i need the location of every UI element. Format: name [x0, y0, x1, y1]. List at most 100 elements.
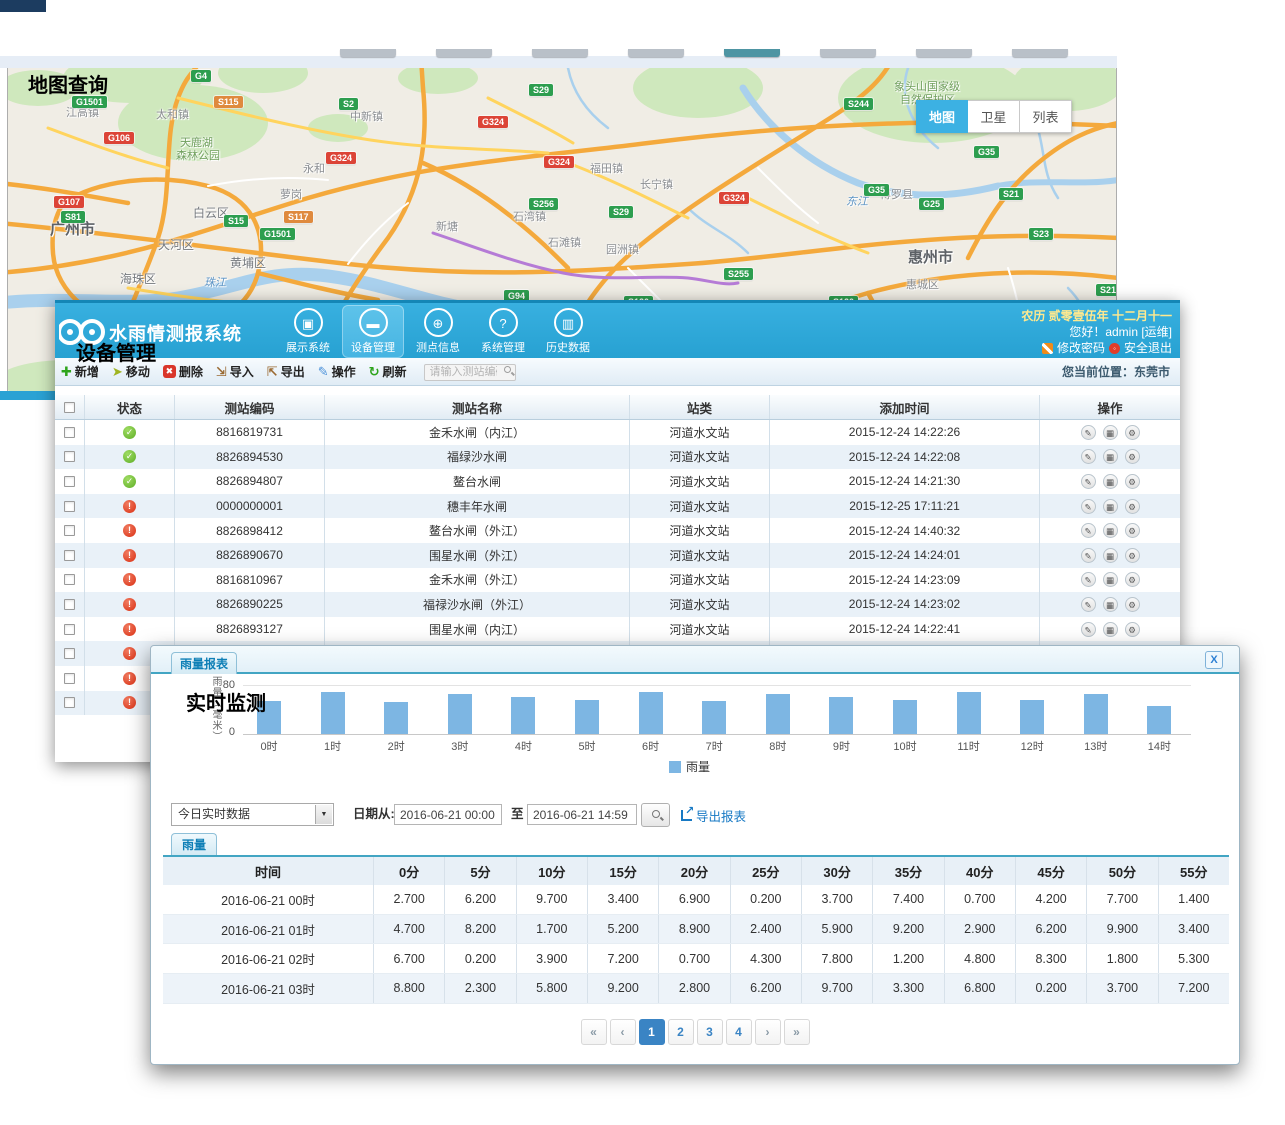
station-type-cell: 河道水文站	[630, 518, 770, 543]
status-error-icon: !	[123, 671, 136, 685]
station-search-input[interactable]	[423, 363, 516, 381]
device-toolbar: ✚新增 ➤移动 ✖删除 ⇲导入 ⇱导出 ✎操作 ↻刷新 您当前位置：东莞市	[55, 358, 1180, 386]
gridline-80	[243, 685, 1191, 686]
settings-icon[interactable]: ⚙	[1124, 473, 1140, 489]
edit-icon[interactable]: ✎	[1080, 621, 1096, 637]
row-checkbox[interactable]	[64, 598, 75, 610]
browser-tab[interactable]	[1012, 49, 1068, 57]
pagination-item[interactable]: ›	[754, 1019, 781, 1045]
edit-icon[interactable]: ✎	[1080, 424, 1096, 440]
pagination-item[interactable]: »	[783, 1019, 810, 1045]
export-report-link[interactable]: 导出报表	[681, 803, 746, 827]
settings-icon[interactable]: ⚙	[1124, 424, 1140, 440]
row-checkbox[interactable]	[64, 574, 75, 586]
row-checkbox[interactable]	[64, 426, 75, 438]
map-view-button-1[interactable]: 卫星	[968, 100, 1020, 133]
settings-icon[interactable]: ⚙	[1124, 498, 1140, 514]
edit-icon[interactable]: ✎	[1080, 473, 1096, 489]
nav-item-monitor[interactable]: ▣ 展示系统	[277, 305, 339, 358]
nav-item-help[interactable]: ? 系统管理	[472, 305, 534, 358]
status-error-icon: !	[123, 597, 136, 611]
row-checkbox[interactable]	[64, 500, 75, 512]
date-from-input[interactable]	[394, 804, 502, 825]
settings-icon[interactable]: ⚙	[1124, 572, 1140, 588]
toolbar-exp-button[interactable]: ⇱ 导出	[267, 363, 305, 380]
settings-icon[interactable]: ⚙	[1124, 449, 1140, 465]
delete-icon[interactable]: ▦	[1102, 498, 1118, 514]
edit-icon[interactable]: ✎	[1080, 523, 1096, 539]
delete-icon[interactable]: ▦	[1102, 547, 1118, 563]
edit-icon[interactable]: ✎	[1080, 572, 1096, 588]
browser-tab[interactable]	[820, 49, 876, 57]
close-icon[interactable]: X	[1205, 651, 1223, 669]
status-cell: ✓	[85, 420, 175, 445]
pagination-item[interactable]: «	[580, 1019, 607, 1045]
edit-icon[interactable]: ✎	[1080, 596, 1096, 612]
edit-icon[interactable]: ✎	[1080, 498, 1096, 514]
row-checkbox[interactable]	[64, 623, 75, 635]
browser-tab[interactable]	[436, 49, 492, 57]
nav-item-device[interactable]: ▬ 设备管理	[342, 305, 404, 358]
pagination-item[interactable]: 2	[667, 1019, 694, 1045]
row-checkbox[interactable]	[64, 475, 75, 487]
tab-rain[interactable]: 雨量	[171, 833, 217, 855]
rain-time-cell: 2016-06-21 03时	[221, 982, 315, 997]
data-mode-select[interactable]: 今日实时数据 ▼	[171, 803, 334, 826]
delete-icon[interactable]: ▦	[1102, 449, 1118, 465]
row-checkbox[interactable]	[64, 648, 75, 660]
ops-cell: ✎ ▦ ⚙	[1040, 617, 1180, 642]
browser-tab[interactable]	[724, 49, 780, 57]
nav-item-history[interactable]: ▥ 历史数据	[537, 305, 599, 358]
settings-icon[interactable]: ⚙	[1124, 523, 1140, 539]
edit-icon[interactable]: ✎	[1080, 547, 1096, 563]
map-label: 石湾镇	[513, 211, 546, 223]
change-password-link[interactable]: 修改密码	[1056, 341, 1105, 355]
pagination-item[interactable]: ‹	[609, 1019, 636, 1045]
select-all-checkbox[interactable]	[64, 401, 75, 413]
browser-tab[interactable]	[916, 49, 972, 57]
station-type-cell: 河道水文站	[630, 444, 770, 470]
delete-icon[interactable]: ▦	[1102, 523, 1118, 539]
checkbox-cell	[55, 542, 85, 568]
date-to-input[interactable]	[527, 804, 637, 825]
delete-icon[interactable]: ▦	[1102, 572, 1118, 588]
browser-tab[interactable]	[340, 49, 396, 57]
toolbar-add-button[interactable]: ✚ 新增	[61, 363, 99, 380]
rain-value-cell: 8.800	[373, 974, 444, 1003]
toolbar-move-button[interactable]: ➤ 移动	[112, 363, 150, 380]
delete-icon[interactable]: ▦	[1102, 596, 1118, 612]
settings-icon[interactable]: ⚙	[1124, 621, 1140, 637]
delete-icon[interactable]: ▦	[1102, 621, 1118, 637]
edit-icon[interactable]: ✎	[1080, 449, 1096, 465]
map-view-button-0[interactable]: 地图	[916, 100, 968, 133]
row-checkbox[interactable]	[64, 525, 75, 537]
map-view-button-2[interactable]: 列表	[1020, 100, 1072, 133]
search-button[interactable]	[641, 803, 670, 827]
row-checkbox[interactable]	[64, 672, 75, 684]
row-checkbox[interactable]	[64, 697, 75, 709]
browser-tab[interactable]	[532, 49, 588, 57]
row-checkbox[interactable]	[64, 451, 75, 463]
toolbar-del-button[interactable]: ✖ 删除	[162, 363, 203, 380]
delete-icon[interactable]: ▦	[1102, 424, 1118, 440]
browser-tab[interactable]	[628, 49, 684, 57]
pagination-item[interactable]: 4	[725, 1019, 752, 1045]
lunar-date: 农历 贰零壹伍年 十二月十一	[1021, 309, 1172, 323]
toolbar-op-button[interactable]: ✎ 操作	[318, 363, 356, 380]
tab-rain-report[interactable]: 雨量报表	[171, 652, 237, 674]
rain-value-cell: 0.200	[444, 944, 515, 974]
nav-item-target[interactable]: ⊕ 测点信息	[407, 305, 469, 358]
logout-link[interactable]: 安全退出	[1123, 341, 1172, 355]
row-checkbox[interactable]	[64, 549, 75, 561]
pagination-item[interactable]: 1	[638, 1019, 665, 1045]
delete-icon[interactable]: ▦	[1102, 473, 1118, 489]
table-row: ✓ 8826894807 鳌台水闸 河道水文站 2015-12-24 14:21:30 ✎…	[55, 469, 1180, 494]
header-user-area: 农历 贰零壹伍年 十二月十一 您好！admin [运维] 修改密码 ◦ 安全退出	[1021, 308, 1172, 356]
settings-icon[interactable]: ⚙	[1124, 547, 1140, 563]
chart-x-label: 7时	[705, 741, 723, 753]
pagination-item[interactable]: 3	[696, 1019, 723, 1045]
toolbar-imp-button[interactable]: ⇲ 导入	[216, 363, 254, 380]
toolbar-refresh-button[interactable]: ↻ 刷新	[369, 363, 407, 380]
map-label: 新塘	[436, 221, 458, 233]
settings-icon[interactable]: ⚙	[1124, 596, 1140, 612]
